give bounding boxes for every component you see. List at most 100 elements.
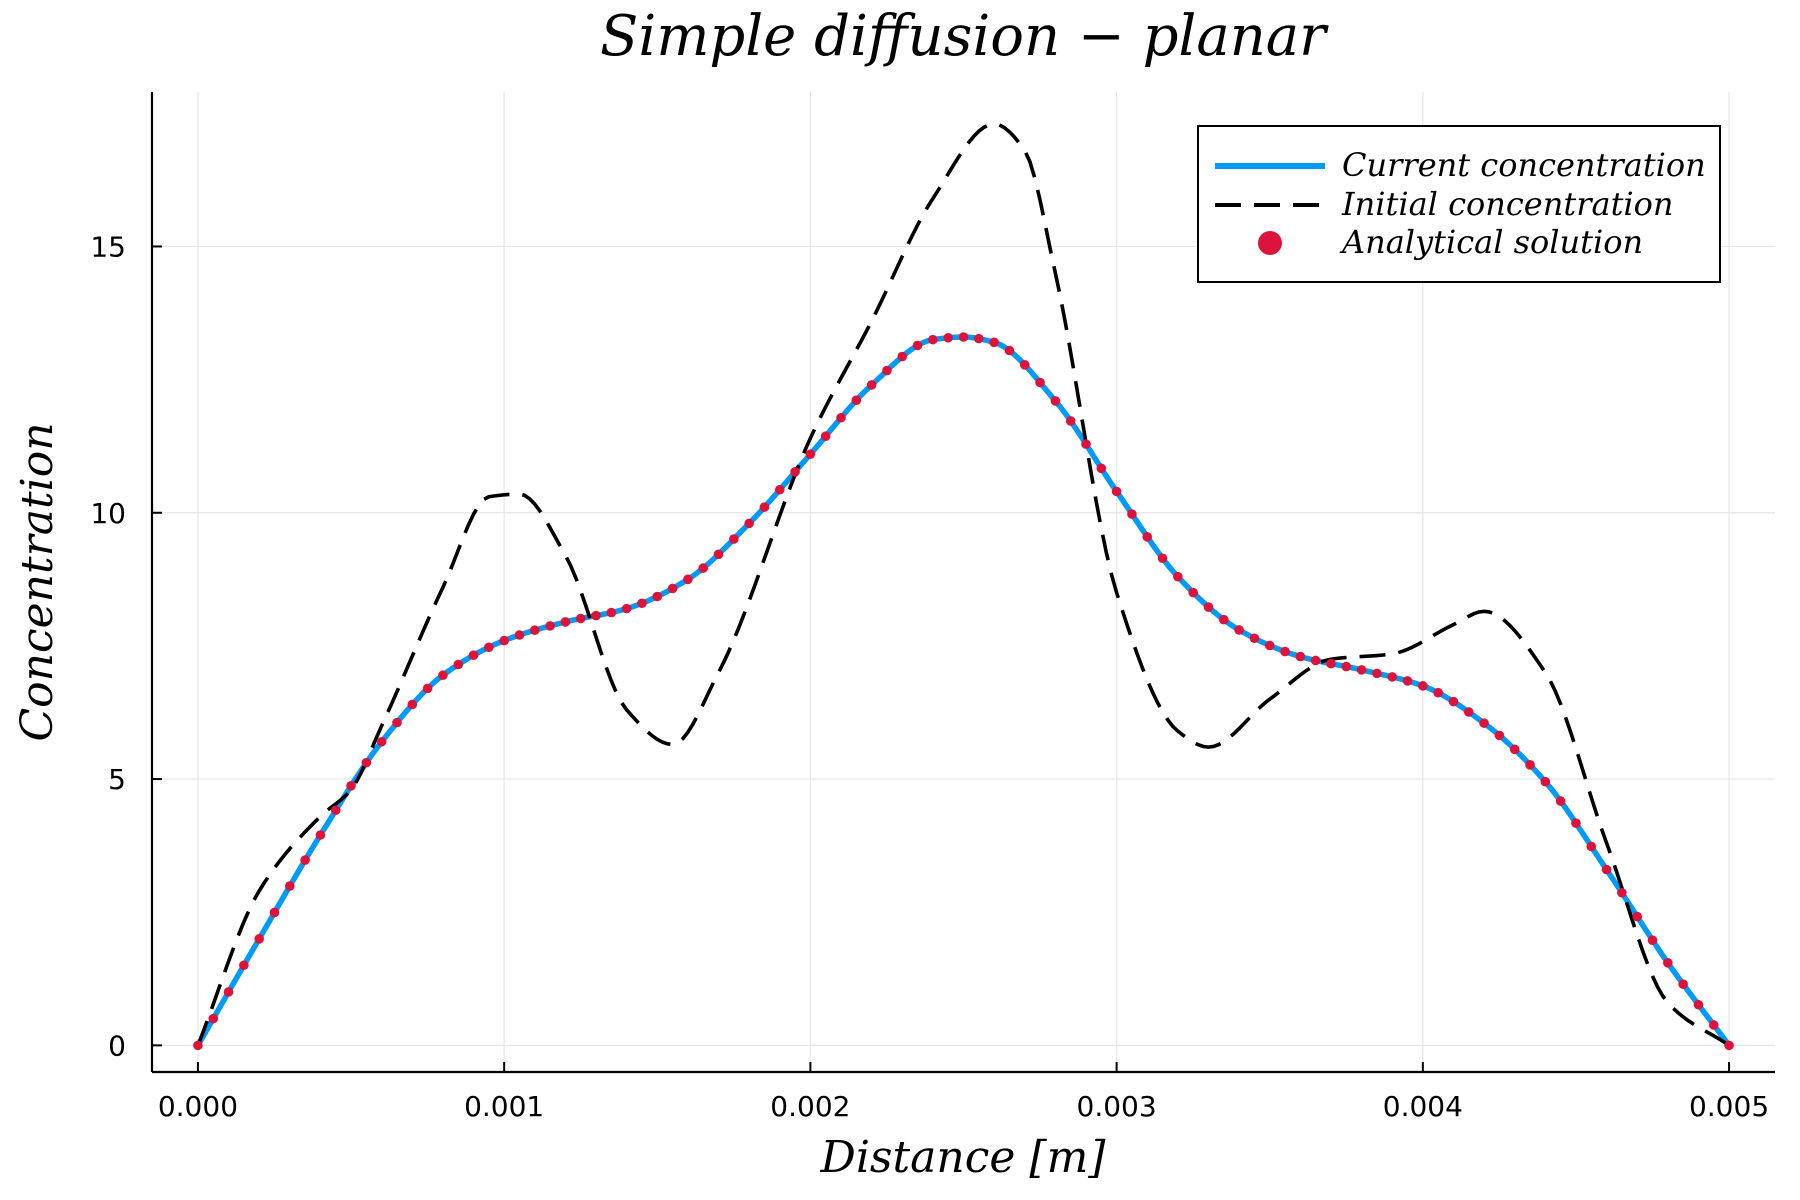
analytical-point bbox=[330, 805, 341, 816]
analytical-point bbox=[484, 642, 494, 653]
legend-box bbox=[1197, 125, 1721, 283]
analytical-point bbox=[1678, 979, 1688, 989]
legend-label-current: Current concentration bbox=[1342, 146, 1706, 184]
axes bbox=[150, 92, 1775, 1074]
analytical-point bbox=[698, 563, 709, 573]
analytical-point bbox=[882, 365, 892, 376]
analytical-point bbox=[499, 635, 509, 646]
analytical-point bbox=[361, 757, 372, 768]
ticks: 0.000 0.001 0.002 0.003 0.004 0.005 0 5 10 15 bbox=[90, 230, 1769, 1123]
analytical-point bbox=[1035, 377, 1045, 388]
analytical-point bbox=[683, 574, 693, 585]
analytical-point bbox=[713, 549, 724, 560]
analytical-point bbox=[1448, 696, 1459, 707]
analytical-point bbox=[1693, 999, 1704, 1010]
analytical-point bbox=[1295, 651, 1306, 662]
analytical-point bbox=[545, 621, 555, 631]
chart-title: Simple diffusion − planar bbox=[600, 4, 1329, 69]
analytical-point bbox=[285, 881, 295, 891]
analytical-point bbox=[836, 412, 846, 423]
analytical-point bbox=[223, 987, 234, 997]
analytical-point bbox=[575, 613, 586, 624]
analytical-point bbox=[1264, 640, 1275, 651]
analytical-point bbox=[1004, 345, 1015, 356]
analytical-point bbox=[1586, 841, 1597, 852]
x-tick-label: 0.005 bbox=[1689, 1090, 1769, 1123]
analytical-point bbox=[667, 583, 678, 594]
x-axis-label: Distance [m] bbox=[820, 1132, 1107, 1183]
analytical-point bbox=[1019, 360, 1030, 370]
analytical-point bbox=[805, 449, 816, 459]
analytical-point bbox=[989, 337, 999, 348]
analytical-point bbox=[1326, 658, 1336, 669]
analytical-point bbox=[1249, 633, 1260, 644]
analytical-point bbox=[790, 467, 800, 477]
analytical-point bbox=[1065, 416, 1076, 426]
analytical-point bbox=[269, 907, 280, 918]
analytical-point bbox=[1555, 796, 1566, 806]
analytical-point bbox=[1494, 730, 1505, 741]
x-tick-label: 0.000 bbox=[158, 1090, 238, 1123]
x-tick-label: 0.001 bbox=[464, 1090, 544, 1123]
analytical-point bbox=[866, 380, 877, 390]
y-tick-label: 0 bbox=[108, 1029, 126, 1062]
analytical-point bbox=[514, 630, 525, 640]
analytical-point bbox=[1111, 486, 1122, 497]
analytical-point bbox=[392, 717, 402, 728]
analytical-point bbox=[912, 340, 923, 351]
y-axis-label: Concentration bbox=[12, 422, 63, 741]
analytical-point bbox=[820, 431, 831, 441]
analytical-point bbox=[1724, 1040, 1734, 1051]
analytical-point bbox=[376, 736, 387, 747]
analytical-point bbox=[851, 395, 862, 406]
analytical-point bbox=[943, 332, 953, 343]
analytical-point bbox=[591, 610, 601, 621]
analytical-point bbox=[1234, 625, 1244, 635]
legend: Current concentration Initial concentrat… bbox=[1197, 125, 1721, 283]
analytical-point bbox=[193, 1040, 203, 1051]
x-tick-label: 0.002 bbox=[770, 1090, 850, 1123]
analytical-point bbox=[1509, 744, 1520, 755]
analytical-point bbox=[1341, 661, 1352, 672]
analytical-point bbox=[1433, 687, 1443, 698]
analytical-point bbox=[1203, 602, 1214, 612]
analytical-point bbox=[1050, 396, 1061, 406]
analytical-point bbox=[928, 334, 938, 345]
analytical-point bbox=[1173, 571, 1183, 582]
legend-label-initial: Initial concentration bbox=[1341, 185, 1674, 223]
y-tick-label: 10 bbox=[90, 497, 126, 530]
analytical-point bbox=[1157, 553, 1168, 564]
analytical-point bbox=[729, 534, 739, 544]
analytical-point bbox=[1372, 668, 1382, 679]
analytical-point bbox=[1310, 655, 1321, 666]
analytical-point bbox=[1127, 509, 1137, 519]
analytical-point bbox=[621, 603, 632, 614]
legend-swatch-analytical bbox=[1258, 231, 1282, 255]
analytical-point bbox=[1188, 587, 1198, 598]
analytical-point bbox=[1418, 681, 1428, 691]
analytical-point bbox=[300, 855, 310, 865]
analytical-point bbox=[1096, 463, 1107, 474]
x-tick-label: 0.004 bbox=[1383, 1090, 1463, 1123]
analytical-point bbox=[315, 830, 326, 840]
analytical-point bbox=[1402, 676, 1413, 686]
analytical-point bbox=[453, 659, 464, 670]
analytical-point bbox=[652, 591, 663, 602]
x-tick-label: 0.003 bbox=[1077, 1090, 1157, 1123]
analytical-point bbox=[1708, 1020, 1719, 1030]
analytical-point bbox=[606, 607, 617, 618]
analytical-point bbox=[239, 960, 249, 971]
analytical-point bbox=[1280, 646, 1290, 657]
analytical-point bbox=[468, 650, 479, 661]
analytical-point bbox=[1663, 958, 1673, 968]
analytical-point bbox=[744, 518, 754, 529]
analytical-point bbox=[1525, 760, 1535, 770]
analytical-point bbox=[254, 934, 264, 944]
analytical-point bbox=[1218, 614, 1229, 625]
analytical-point bbox=[1356, 665, 1367, 675]
series-layer bbox=[193, 122, 1734, 1051]
analytical-point bbox=[958, 332, 969, 342]
analytical-point bbox=[1571, 818, 1581, 828]
y-tick-label: 15 bbox=[90, 230, 126, 263]
analytical-point bbox=[438, 670, 448, 681]
